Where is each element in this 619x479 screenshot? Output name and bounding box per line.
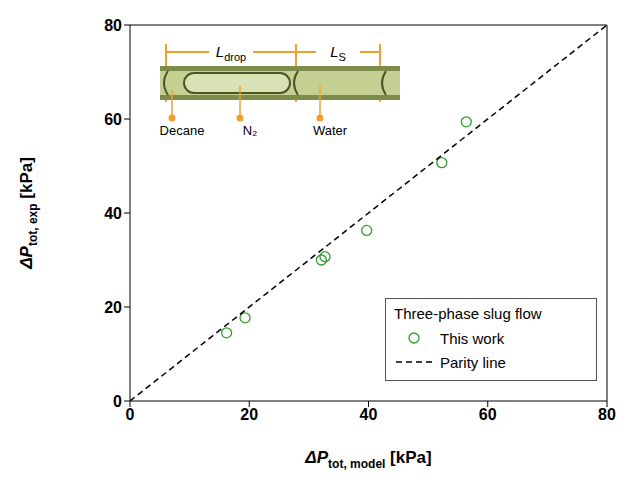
html-text:Parity line: Parity line	[440, 353, 506, 371]
svg-text:80: 80	[598, 406, 616, 423]
html-text:Three-phase slug flow: Three-phase slug flow	[394, 305, 542, 322]
svg-text:Decane: Decane	[160, 123, 204, 138]
svg-text:0: 0	[126, 406, 135, 423]
svg-text:60: 60	[479, 406, 497, 423]
svg-text:20: 20	[240, 406, 258, 423]
html-text:This work: This work	[440, 329, 505, 347]
svg-text:Ldrop: Ldrop	[216, 43, 246, 63]
svg-text:40: 40	[360, 406, 378, 423]
svg-text:40: 40	[104, 205, 122, 222]
svg-text:20: 20	[104, 299, 122, 316]
svg-text:ΔPtot, model [kPa]: ΔPtot, model [kPa]	[304, 448, 431, 471]
svg-text:ΔPtot, exp [kPa]: ΔPtot, exp [kPa]	[17, 157, 40, 270]
svg-text:80: 80	[104, 17, 122, 34]
svg-text:LS: LS	[330, 43, 346, 63]
svg-text:Water: Water	[313, 123, 348, 138]
svg-text:60: 60	[104, 111, 122, 128]
svg-text:0: 0	[113, 393, 122, 410]
svg-text:N₂: N₂	[243, 123, 257, 138]
